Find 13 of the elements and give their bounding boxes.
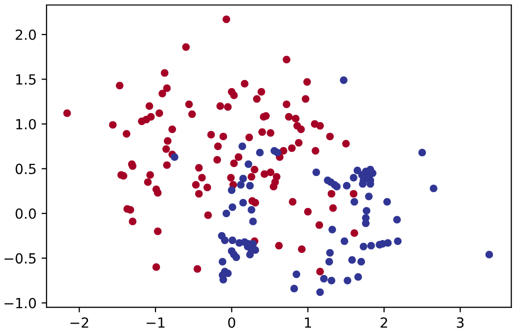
y-tick-label: −1.0	[4, 298, 36, 308]
y-tick-label: 0.0	[16, 208, 36, 219]
y-tick-label: 1.5	[16, 74, 36, 85]
x-tick-label: 3	[456, 317, 464, 328]
y-tick-label: 0.5	[16, 164, 36, 174]
x-tick-label: −1	[146, 318, 164, 328]
y-tick-label: 2.0	[16, 29, 36, 40]
x-tick-label: −2	[70, 317, 88, 328]
x-tick-label: 2	[380, 317, 388, 328]
x-tick-label: 0	[228, 317, 236, 328]
y-tick-label: −0.5	[4, 253, 36, 264]
x-tick-label: 1	[304, 318, 312, 328]
y-tick-label: 1.0	[16, 118, 36, 130]
